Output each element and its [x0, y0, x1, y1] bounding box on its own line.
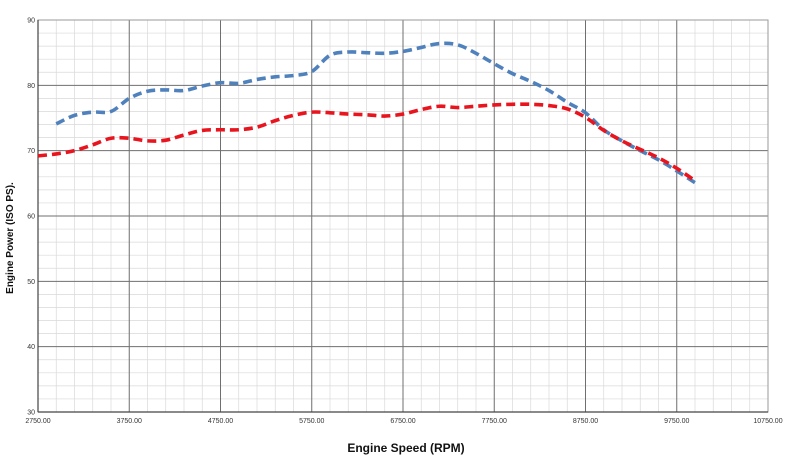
- x-tick-label: 7750.00: [482, 418, 507, 425]
- y-tick-label: 70: [27, 148, 35, 155]
- y-tick-labels: 30 40 50 60 70 80 90: [27, 18, 35, 417]
- series-line-1: [55, 41, 696, 185]
- axes: [37, 19, 769, 413]
- x-axis-title: Engine Speed (RPM): [347, 441, 464, 455]
- series-line-2: [37, 102, 697, 183]
- x-tick-label: 2750.00: [25, 418, 50, 425]
- x-tick-label: 6750.00: [390, 418, 415, 425]
- x-tick-labels: 2750.00 3750.00 4750.00 5750.00 6750.00 7750.…: [25, 418, 782, 425]
- y-tick-label: 30: [27, 410, 35, 417]
- y-tick-label: 90: [27, 18, 35, 25]
- y-tick-label: 80: [27, 83, 35, 90]
- x-tick-label: 5750.00: [299, 418, 324, 425]
- series-layer: [37, 41, 697, 185]
- y-tick-label: 40: [27, 344, 35, 351]
- y-axis-title: Engine Power (ISO PS).: [5, 182, 16, 294]
- x-tick-label: 9750.00: [664, 418, 689, 425]
- x-tick-label: 8750.00: [573, 418, 598, 425]
- y-tick-label: 60: [27, 214, 35, 221]
- x-tick-label: 3750.00: [117, 418, 142, 425]
- x-tick-label: 10750.00: [753, 418, 782, 425]
- x-tick-label: 4750.00: [208, 418, 233, 425]
- y-tick-label: 50: [27, 279, 35, 286]
